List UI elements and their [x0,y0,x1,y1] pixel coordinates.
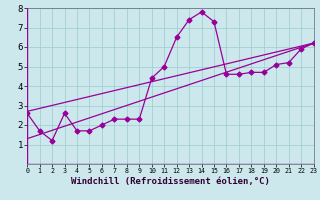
X-axis label: Windchill (Refroidissement éolien,°C): Windchill (Refroidissement éolien,°C) [71,177,270,186]
